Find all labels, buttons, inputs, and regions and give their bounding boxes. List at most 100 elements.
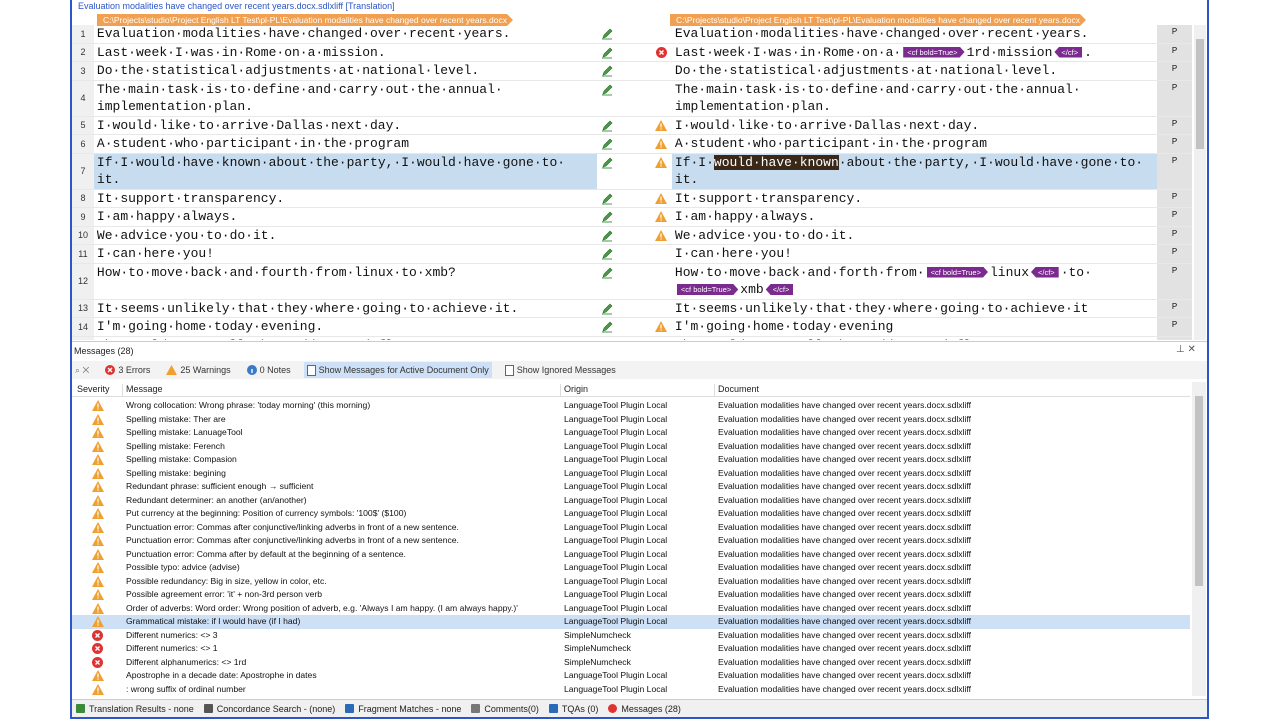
- column-header[interactable]: Severity: [77, 384, 110, 394]
- message-row[interactable]: Different alphanumerics: <> 1rd SimpleNum…: [72, 656, 1190, 670]
- message-row[interactable]: Different numerics: <> 3 SimpleNumcheck Ev…: [72, 629, 1190, 643]
- severity-icon: [92, 535, 104, 548]
- message-row[interactable]: Possible agreement error: 'it' + non-3rd…: [72, 588, 1190, 602]
- segment-row[interactable]: 6 A·student·who·participant·in·the·progra…: [72, 135, 1192, 154]
- message-row[interactable]: Different numerics: <> 1 SimpleNumcheck Ev…: [72, 642, 1190, 656]
- target-text[interactable]: A·student·who·participant·in·the·program: [672, 135, 1157, 153]
- segment-row[interactable]: 13 It·seems·unlikely·that·they·where·goin…: [72, 299, 1192, 318]
- bottom-tab[interactable]: Translation Results - none: [76, 704, 194, 714]
- panel-buttons[interactable]: ⊥ ✕: [1176, 344, 1196, 355]
- target-text[interactable]: I'm·going·home·today·evening: [672, 318, 1157, 336]
- segment-number: 5: [72, 116, 94, 134]
- segment-status: P: [1157, 43, 1192, 61]
- issue-icon: [617, 135, 672, 153]
- target-text[interactable]: How·to·move·back·and·forth·from· <cf bold…: [672, 264, 1157, 299]
- target-text[interactable]: It·support·transparency.: [672, 190, 1157, 208]
- message-row[interactable]: Order of adverbs: Word order: Wrong posi…: [72, 602, 1190, 616]
- segment-row[interactable]: 4 The·main·task·is·to·define·and·carry·ou…: [72, 80, 1192, 117]
- target-text[interactable]: I·would·like·to·arrive·Dallas·next·day.: [672, 117, 1157, 135]
- source-text: It·seems·unlikely·that·they·where·going·…: [96, 300, 519, 316]
- bottom-tab[interactable]: TQAs (0): [548, 704, 598, 714]
- segment-row[interactable]: 2 Last·week·I·was·in·Rome·on·a·mission. La…: [72, 43, 1192, 62]
- ignored-toggle[interactable]: Show Ignored Messages: [502, 362, 619, 378]
- target-text[interactable]: Last·week·I·was·in·Rome·on·a· <cf bold=Tr…: [672, 44, 1157, 62]
- message-row[interactable]: Apostrophe in a decade date: Apostrophe …: [72, 669, 1190, 683]
- target-text[interactable]: I·can·here·you!: [672, 245, 1157, 263]
- scrollbar[interactable]: [1194, 25, 1206, 340]
- message-row[interactable]: Spelling mistake: Ther are LanguageTool P…: [72, 413, 1190, 427]
- filter-icons[interactable]: ⌕ ✕: [75, 364, 90, 375]
- target-text[interactable]: Evaluation·modalities·have·changed·over·…: [672, 25, 1157, 43]
- segment-status: P: [1157, 62, 1192, 80]
- segment-row[interactable]: 11 I·can·here·you! I·can·here·you! P: [72, 245, 1192, 264]
- segment-row[interactable]: 5 I·would·like·to·arrive·Dallas·next·day.…: [72, 116, 1192, 135]
- issue-icon: [617, 117, 672, 135]
- target-text[interactable]: It·seems·unlikely·that·they·where·going·…: [672, 300, 1157, 318]
- target-text[interactable]: Do·the·statistical·adjustments·at·nation…: [672, 62, 1157, 80]
- message-row[interactable]: Spelling mistake: LanuageTool LanguageToo…: [72, 426, 1190, 440]
- message-message: Grammatical mistake: if I would have (if…: [126, 616, 301, 626]
- message-row[interactable]: Spelling mistake: Ferench LanguageTool Pl…: [72, 440, 1190, 454]
- document-tab[interactable]: Evaluation modalities have changed over …: [78, 1, 395, 11]
- bottom-tab[interactable]: Concordance Search - (none): [203, 703, 336, 714]
- message-document: Evaluation modalities have changed over …: [718, 683, 972, 694]
- target-text[interactable]: why·would·a·man·all·the·sudden·send·flow…: [672, 337, 1157, 341]
- target-text[interactable]: We·advice·you·to·do·it.: [672, 227, 1157, 245]
- source-text: How·to·move·back·and·fourth·from·linux·t…: [96, 264, 456, 280]
- column-header[interactable]: Document: [714, 384, 1184, 397]
- bottom-tab[interactable]: Messages (28): [608, 704, 681, 714]
- segment-row[interactable]: 9 I·am·happy·always. I·am·happy·always. P: [72, 208, 1192, 227]
- message-row[interactable]: Redundant determiner: an another (an/ano…: [72, 494, 1190, 508]
- tab-label: Translation Results - none: [89, 703, 194, 714]
- issue-icon: [617, 25, 672, 43]
- message-message: Redundant phrase: sufficient enough → su…: [126, 481, 314, 491]
- message-row[interactable]: Put currency at the beginning: Position …: [72, 507, 1190, 521]
- bottom-tab[interactable]: Fragment Matches - none: [345, 704, 461, 714]
- segment-row[interactable]: 7 If·I·would·have·known·about·the·party,·…: [72, 153, 1192, 190]
- messages-scrollbar[interactable]: [1192, 382, 1206, 696]
- segment-status: P: [1157, 25, 1192, 43]
- target-text[interactable]: If·I·would·have·known·about·the·party,·I…: [671, 153, 1158, 189]
- message-row[interactable]: Possible redundancy: Big in size, yellow…: [72, 575, 1190, 589]
- segment-row[interactable]: 8 It·support·transparency. It·support·tran…: [72, 189, 1192, 208]
- segment-row[interactable]: 1 Evaluation·modalities·have·changed·over…: [72, 25, 1192, 44]
- segment-row[interactable]: 12 How·to·move·back·and·fourth·from·linux…: [72, 263, 1192, 300]
- bottom-tab[interactable]: Comments(0): [471, 704, 539, 714]
- message-document: Evaluation modalities have changed over …: [718, 508, 972, 518]
- message-row[interactable]: Punctuation error: Commas after conjunct…: [72, 521, 1190, 535]
- message-row[interactable]: Redundant phrase: sufficient enough → su…: [72, 480, 1190, 494]
- target-run: why·would·a·man·all·the·sudden·send·flow…: [675, 338, 1018, 341]
- warnings-filter[interactable]: 25 Warnings: [163, 362, 233, 378]
- severity-icon: [92, 602, 104, 616]
- message-row[interactable]: Punctuation error: Commas after conjunct…: [72, 534, 1190, 548]
- status-icon: [597, 135, 617, 153]
- segment-number: 7: [72, 153, 94, 189]
- target-text[interactable]: The·main·task·is·to·define·and·carry·out…: [672, 81, 1157, 116]
- severity-icon: [92, 656, 103, 670]
- message-message: Possible redundancy: Big in size, yellow…: [126, 575, 327, 586]
- active-only-toggle[interactable]: Show Messages for Active Document Only: [303, 362, 492, 378]
- message-row[interactable]: Grammatical mistake: if I would have (if…: [72, 615, 1190, 629]
- column-header[interactable]: Origin: [560, 384, 712, 397]
- message-row[interactable]: Spelling mistake: Compasion LanguageTool …: [72, 453, 1190, 467]
- segment-row[interactable]: 14 I'm·going·home·today·evening. I'm·going…: [72, 318, 1192, 337]
- message-origin: LanguageTool Plugin Local: [564, 589, 668, 599]
- segment-row[interactable]: 10 We·advice·you·to·do·it. We·advice·you·t…: [72, 226, 1192, 245]
- message-row[interactable]: Spelling mistake: begining LanguageTool P…: [72, 467, 1190, 481]
- status-icon: [597, 300, 617, 318]
- severity-icon: [92, 616, 104, 629]
- message-row[interactable]: : wrong suffix of ordinal number Language…: [72, 683, 1190, 697]
- message-row[interactable]: Punctuation error: Comma after by defaul…: [72, 548, 1190, 562]
- errors-filter[interactable]: 3 Errors: [102, 362, 153, 378]
- message-row[interactable]: Wrong collocation: Wrong phrase: 'today …: [72, 399, 1190, 413]
- message-row[interactable]: Possible typo: advice (advise) LanguageTo…: [72, 561, 1190, 575]
- segment-row[interactable]: 3 Do·the·statistical·adjustments·at·natio…: [72, 62, 1192, 81]
- source-text: I·would·like·to·arrive·Dallas·next·day.: [96, 117, 402, 133]
- message-origin: LanguageTool Plugin Local: [564, 508, 668, 518]
- segment-row[interactable]: 15why·would·a·man·all·the·sudden·send·fl…: [72, 336, 1192, 341]
- tab-icon: [548, 704, 558, 713]
- target-text[interactable]: I·am·happy·always.: [672, 208, 1157, 226]
- column-header[interactable]: Message: [122, 384, 558, 397]
- tab-label: Concordance Search - (none): [216, 703, 336, 714]
- notes-filter[interactable]: 0 Notes: [244, 362, 294, 378]
